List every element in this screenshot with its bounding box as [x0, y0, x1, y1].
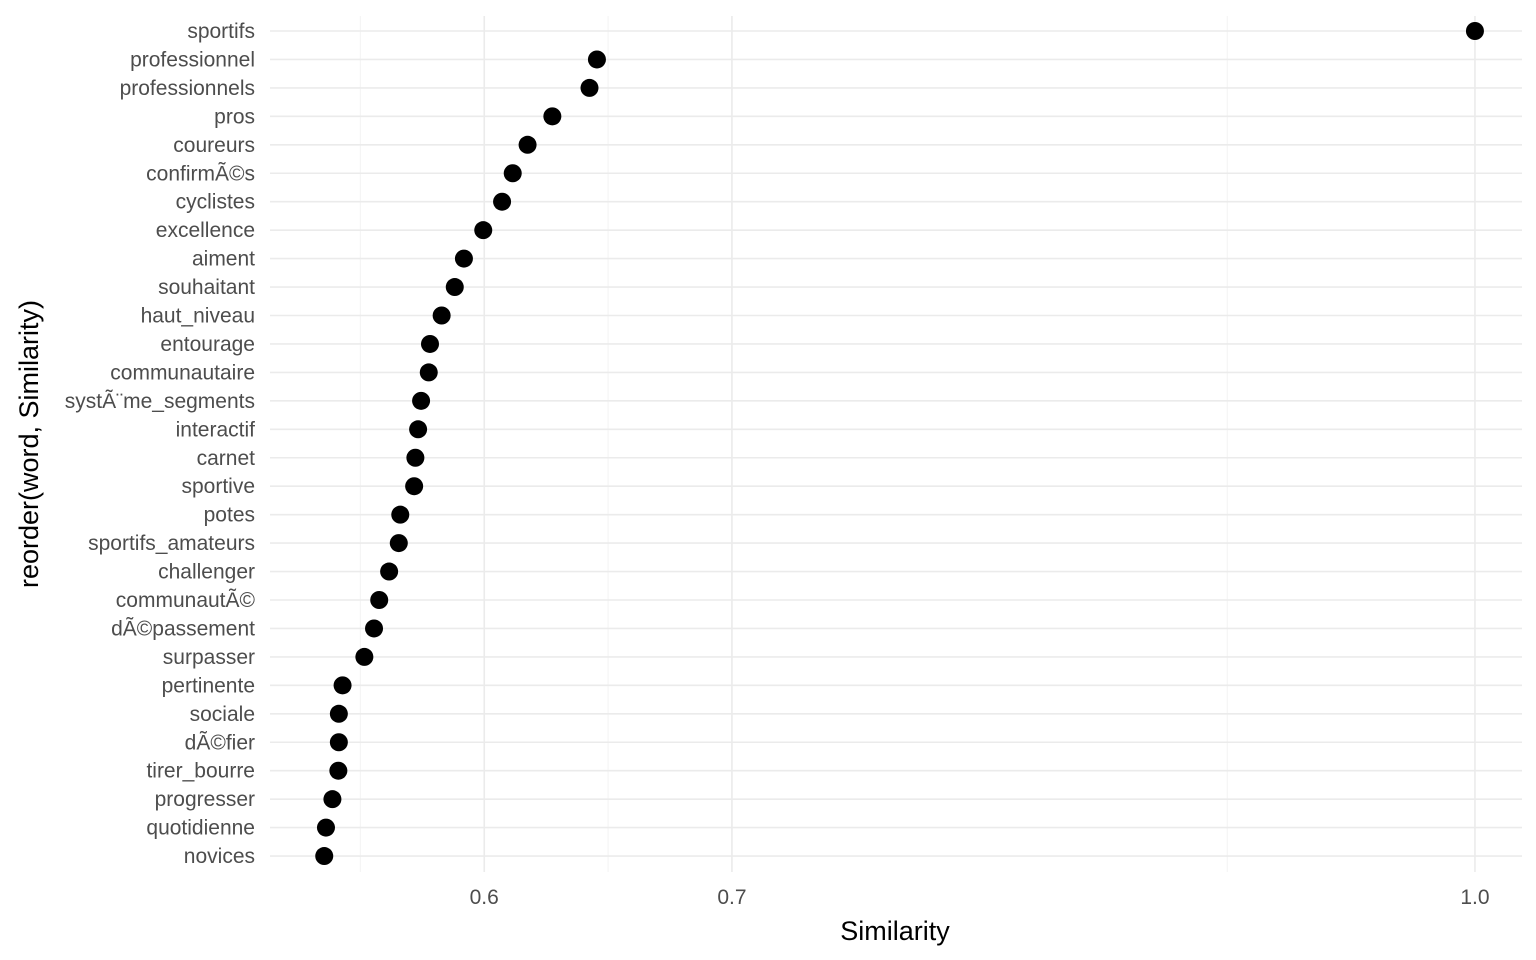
y-tick-label: systÃ¨me_segments — [65, 389, 255, 413]
point-communautaire — [419, 363, 438, 382]
point-professionnels — [580, 78, 599, 97]
point-aiment — [454, 249, 473, 268]
y-tick-label: excellence — [156, 219, 255, 242]
point-surpasser — [355, 647, 374, 666]
y-tick-label: tirer_bourre — [146, 760, 255, 783]
point-sportifs_amateurs — [389, 534, 408, 553]
y-tick-label: novices — [184, 845, 255, 868]
y-tick-label: entourage — [160, 333, 255, 356]
y-tick-label: quotidienne — [146, 817, 255, 840]
y-tick-label: aiment — [192, 248, 255, 271]
point-dÃ©passement — [365, 619, 384, 638]
point-interactif — [409, 420, 428, 439]
y-tick-label: challenger — [158, 561, 255, 584]
point-pros — [543, 107, 562, 126]
point-entourage — [420, 334, 439, 353]
point-sociale — [329, 704, 348, 723]
y-tick-label: surpasser — [163, 646, 255, 669]
y-tick-label: pros — [214, 105, 255, 128]
y-axis-title: reorder(word, Similarity) — [14, 300, 44, 588]
point-quotidienne — [316, 818, 335, 837]
y-tick-label: sociale — [190, 703, 255, 726]
y-tick-label: professionnels — [120, 77, 255, 100]
y-tick-label: communautaire — [110, 361, 255, 384]
point-systÃ¨me_segments — [412, 391, 431, 410]
major-gridlines — [270, 16, 1522, 872]
y-tick-label: sportifs — [187, 20, 255, 43]
y-axis-tick-labels: sportifs professionnel professionnels pros c… — [65, 20, 256, 868]
point-carnet — [406, 448, 425, 467]
point-professionnel — [587, 50, 606, 69]
point-souhaitant — [445, 278, 464, 297]
y-tick-label: sportifs_amateurs — [88, 532, 255, 555]
point-dÃ©fier — [329, 733, 348, 752]
point-confirmÃ©s — [503, 164, 522, 183]
y-tick-label: potes — [204, 504, 255, 527]
point-pertinente — [333, 676, 352, 695]
x-axis-tick-labels: 0.6 0.7 1.0 — [470, 886, 1490, 909]
y-tick-label: dÃ©passement — [111, 616, 255, 640]
x-tick-label: 0.6 — [470, 886, 499, 909]
x-axis-title: Similarity — [840, 916, 950, 946]
y-tick-label: coureurs — [173, 134, 255, 157]
point-communautÃ© — [370, 591, 389, 609]
point-sportive — [405, 477, 424, 496]
y-tick-label: dÃ©fier — [185, 730, 255, 754]
point-tirer_bourre — [329, 761, 348, 780]
y-tick-label: professionnel — [130, 48, 255, 71]
point-haut_niveau — [432, 306, 451, 325]
point-cyclistes — [493, 192, 512, 211]
y-tick-label: souhaitant — [158, 276, 255, 299]
point-novices — [315, 847, 334, 866]
y-tick-label: progresser — [155, 788, 255, 811]
y-tick-label: communautÃ© — [116, 588, 256, 612]
y-tick-label: cyclistes — [176, 191, 255, 214]
point-coureurs — [518, 135, 537, 154]
point-challenger — [380, 562, 399, 581]
y-tick-label: confirmÃ©s — [146, 161, 255, 185]
x-tick-label: 1.0 — [1460, 886, 1489, 909]
y-tick-label: haut_niveau — [141, 305, 255, 328]
y-tick-label: sportive — [181, 475, 255, 498]
point-potes — [391, 505, 410, 524]
data-points — [315, 22, 1484, 866]
minor-gridlines — [359, 16, 1228, 872]
y-tick-label: carnet — [197, 447, 256, 470]
point-sportifs — [1465, 22, 1484, 40]
y-tick-label: interactif — [176, 418, 256, 441]
y-tick-label: pertinente — [162, 674, 255, 697]
point-excellence — [474, 221, 493, 240]
x-tick-label: 0.7 — [717, 886, 746, 909]
point-progresser — [323, 790, 342, 809]
